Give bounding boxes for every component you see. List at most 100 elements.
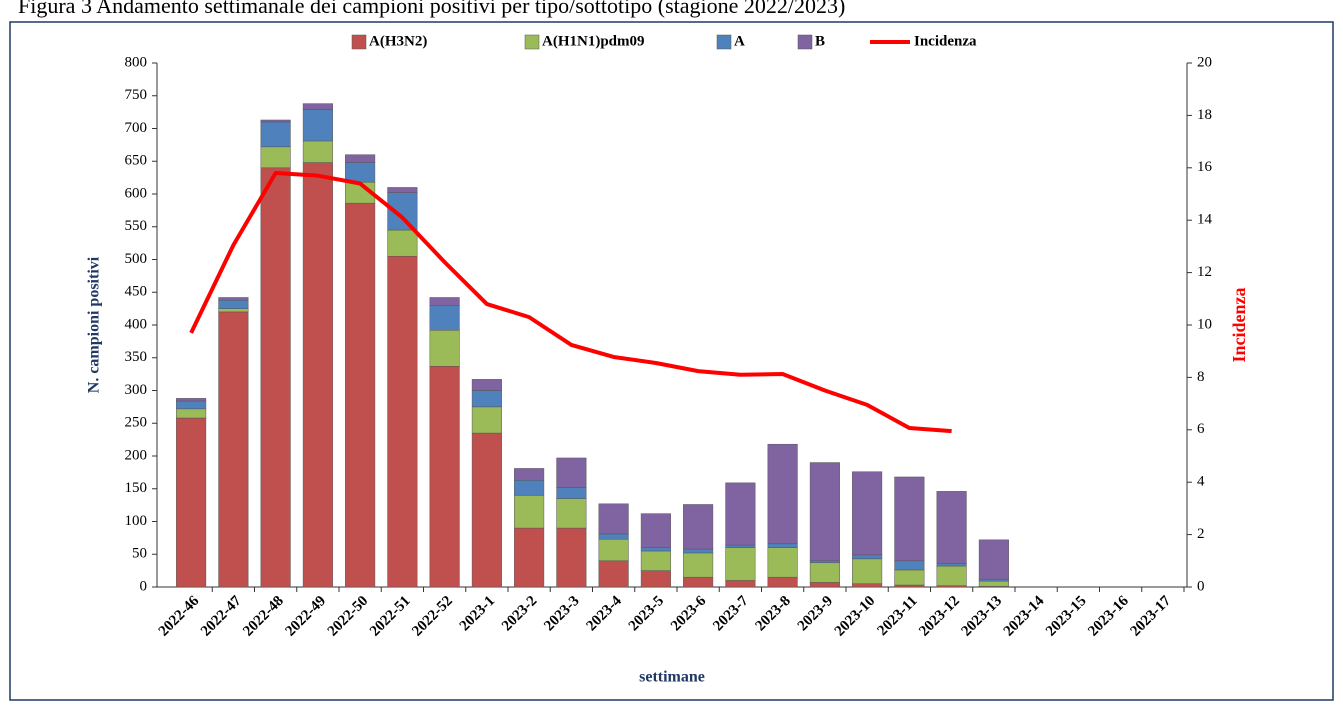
bar-segment [894, 560, 925, 571]
y-tick-label: 150 [125, 480, 148, 496]
y2-tick-label: 6 [1197, 421, 1205, 437]
bar-segment [725, 547, 756, 581]
y2-tick-label: 2 [1197, 526, 1205, 542]
x-tick-label: 2023-14 [1001, 593, 1048, 640]
bar-segment [978, 580, 1009, 587]
y-tick-label: 450 [125, 284, 148, 300]
x-tick-label: 2023-1 [457, 593, 498, 634]
y2-tick-label: 16 [1197, 159, 1213, 175]
bar-segment [809, 462, 840, 562]
x-tick-label: 2023-2 [499, 593, 540, 634]
chart-title: Figura 3 Andamento settimanale dei campi… [18, 0, 845, 18]
y-tick-label: 750 [125, 87, 148, 103]
bar-segment [302, 109, 333, 142]
x-tick-label: 2023-13 [958, 593, 1005, 640]
bar-segment [302, 103, 333, 110]
bar-segment [429, 366, 460, 588]
x-tick-label: 2022-46 [156, 593, 203, 640]
y-tick-label: 700 [125, 120, 148, 136]
bar-segment [176, 408, 207, 419]
bar-segment [683, 552, 714, 578]
bar-segment [894, 569, 925, 586]
bar-segment [894, 476, 925, 562]
bar-segment [176, 400, 207, 410]
bar-segment [640, 513, 671, 548]
x-tick-label: 2022-47 [198, 593, 245, 640]
y-tick-label: 50 [132, 546, 147, 562]
bar-segment [809, 582, 840, 588]
bar-segment [218, 297, 249, 301]
y2-tick-label: 10 [1197, 316, 1212, 332]
legend-swatch [524, 34, 540, 50]
bar-segment [429, 297, 460, 306]
y-tick-label: 650 [125, 153, 148, 169]
bar-segment [852, 471, 883, 556]
x-tick-label: 2023-5 [626, 593, 667, 634]
bar-segment [640, 570, 671, 588]
bar-segment [176, 398, 207, 402]
y-axis-title: N. campioni positivi [86, 256, 103, 393]
bar-segment [936, 491, 967, 564]
legend-swatch [797, 34, 813, 50]
y2-tick-label: 8 [1197, 369, 1205, 385]
x-tick-label: 2022-48 [240, 593, 287, 640]
bar-segment [598, 503, 629, 535]
y2-tick-label: 18 [1197, 107, 1212, 123]
y-tick-label: 500 [125, 251, 148, 267]
bar-segment [725, 580, 756, 588]
bar-segment [556, 527, 587, 588]
x-tick-label: 2023-3 [541, 593, 582, 634]
bar-segment [598, 560, 629, 588]
bar-segment [302, 140, 333, 163]
bar-segment [683, 548, 714, 554]
bar-segment [471, 406, 502, 434]
x-tick-label: 2023-11 [875, 593, 921, 639]
bar-segment [260, 121, 291, 148]
y-tick-label: 200 [125, 447, 148, 463]
y-tick-label: 400 [125, 316, 148, 332]
bar-segment [978, 539, 1009, 580]
bar-segment [429, 305, 460, 331]
legend-label: A(H3N2) [369, 33, 427, 49]
bar-segment [640, 547, 671, 552]
y-tick-label: 0 [140, 578, 148, 594]
legend-label: B [815, 33, 825, 49]
x-tick-label: 2023-16 [1085, 593, 1132, 640]
x-axis-title: settimane [639, 669, 705, 686]
bar-segment [429, 329, 460, 367]
bar-segment [556, 487, 587, 499]
y-tick-label: 100 [125, 513, 148, 529]
bar-segment [894, 584, 925, 588]
x-tick-label: 2022-52 [409, 593, 456, 640]
y2-axis-title: Incidenza [1229, 287, 1249, 362]
bar-segment [345, 154, 376, 163]
bar-segment [852, 554, 883, 560]
legend-label: A(H1N1)pdm09 [542, 33, 645, 49]
bar-segment [471, 390, 502, 408]
bar-segment [345, 162, 376, 183]
y2-tick-label: 12 [1197, 264, 1212, 280]
line-series [189, 171, 952, 434]
x-tick-label: 2023-4 [584, 593, 626, 635]
bar-segment [260, 146, 291, 169]
x-tick-label: 2023-8 [753, 593, 794, 634]
bar-segment [978, 578, 1009, 582]
bar-segment [683, 504, 714, 550]
x-tick-label: 2023-17 [1127, 593, 1174, 640]
x-tick-label: 2023-15 [1043, 593, 1090, 640]
bar-segment [767, 547, 798, 578]
bar-segment [936, 565, 967, 586]
bar-segment [809, 562, 840, 583]
bar-segment [302, 162, 333, 588]
bar-segment [387, 229, 418, 257]
y2-tick-label: 20 [1197, 54, 1212, 70]
legend-swatch [351, 34, 367, 50]
y-tick-label: 300 [125, 382, 148, 398]
x-tick-label: 2023-7 [710, 593, 752, 635]
x-tick-label: 2023-10 [832, 593, 879, 640]
bar-segment [471, 379, 502, 391]
bar-segment [598, 533, 629, 540]
y2-tick-label: 4 [1197, 474, 1205, 490]
bar-segment [725, 482, 756, 546]
